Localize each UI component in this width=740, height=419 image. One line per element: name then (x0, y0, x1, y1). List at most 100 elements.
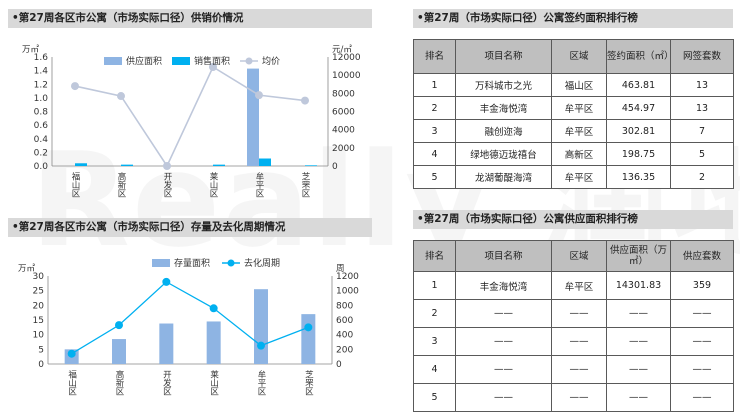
table2-cell-project: 丰金海悦湾 (455, 271, 552, 300)
line-point (67, 349, 76, 358)
table2-cell-district: —— (551, 355, 607, 384)
table1-cell-district: 牟平区 (551, 165, 607, 189)
table2-cell-district: —— (551, 327, 607, 356)
line-point (117, 92, 125, 101)
y-left-tick-label: 15 (33, 316, 44, 326)
table1-cell-units: 7 (670, 119, 734, 143)
y-right-unit: 元/㎡ (332, 45, 352, 55)
table2-col-rank: 排名 (413, 240, 456, 272)
table1-row: 5 龙湖葡醍海湾 牟平区 136.35 2 (413, 165, 734, 189)
y-right-tick-label: 0 (332, 162, 338, 172)
bar-primary (301, 314, 316, 364)
bar-primary (206, 321, 221, 364)
bar-primary (112, 339, 126, 364)
legend-label: 均价 (262, 55, 280, 67)
y-right-tick-label: 12000 (332, 53, 361, 63)
table2-cell-rank: 1 (413, 271, 456, 300)
table2-cell-rank: 2 (413, 299, 456, 328)
table2-col-area: 供应面积（万㎡） (606, 240, 671, 272)
table1-cell-project: 丰金海悦湾 (455, 96, 552, 120)
line-point (162, 277, 171, 286)
bar-secondary (305, 165, 317, 166)
table2-cell-rank: 5 (413, 383, 456, 412)
table2-col-units: 供应套数 (670, 240, 734, 272)
table1-cell-units: 2 (670, 165, 734, 189)
y-left-tick-label: 0.8 (34, 108, 49, 118)
y-right-tick-label: 8000 (332, 89, 355, 99)
y-left-tick-label: 1.4 (34, 67, 49, 77)
y-right-tick-label: 800 (336, 301, 353, 311)
table2-title: •第27周（市场实际口径）公寓供应面积排行榜 (417, 213, 638, 225)
bar-primary (254, 289, 268, 364)
x-category-label: 高新区 (116, 171, 126, 197)
y-right-tick-label: 600 (336, 316, 353, 326)
y-left-unit: 万㎡ (18, 264, 36, 274)
y-left-tick-label: 0.6 (34, 121, 49, 131)
table2-cell-area: —— (606, 299, 671, 328)
table1-row: 4 绿地德迈珑禧台 高新区 198.75 5 (413, 142, 734, 166)
table1-cell-district: 牟平区 (551, 119, 607, 143)
table2-cell-units: —— (670, 299, 734, 328)
line-point (115, 321, 123, 330)
bar-secondary (121, 164, 133, 166)
table1-col-units: 网签套数 (670, 39, 734, 74)
table1-col-district: 区域 (551, 39, 607, 74)
series-line (74, 65, 306, 168)
table2-cell-units: 359 (670, 271, 734, 300)
table1-cell-rank: 1 (413, 73, 456, 97)
line-point (209, 304, 218, 313)
line-point (163, 162, 171, 170)
line-point (209, 62, 217, 71)
supply-sales-price-chart: 0.0 0.2 0.4 0.6 0.8 1.0 1.2 1.4 1.6 0 2000 4000 6000… (22, 45, 361, 198)
table1-cell-project: 龙湖葡醍海湾 (455, 165, 552, 189)
table1-cell-area: 463.81 (606, 73, 671, 97)
bar-primary (247, 68, 259, 166)
table1-cell-area: 454.97 (606, 96, 671, 120)
table1-cell-rank: 3 (413, 119, 456, 143)
table1-cell-district: 高新区 (551, 142, 607, 166)
table1-cell-units: 5 (670, 142, 734, 166)
table2-cell-district: —— (551, 299, 607, 328)
x-category-label: 牟平区 (256, 369, 266, 395)
table1-cell-units: 13 (670, 96, 734, 120)
table1-cell-area: 136.35 (606, 165, 671, 189)
y-left-tick-label: 1.6 (34, 53, 49, 63)
line-point (257, 341, 265, 350)
line-point (71, 82, 79, 91)
table2-col-project: 项目名称 (455, 240, 552, 272)
y-right-tick-label: 1200 (336, 272, 359, 282)
chart1-header: •第27周各区市公寓（市场实际口径）供销价情况 (8, 9, 372, 28)
legend-label: 存量面积 (174, 257, 210, 269)
legend-label: 去化周期 (244, 257, 280, 269)
table2-cell-area: 14301.83 (606, 271, 671, 300)
y-right-tick-label: 6000 (332, 108, 355, 118)
x-category-label: 福山区 (67, 369, 77, 395)
table2-cell-area: —— (606, 327, 671, 356)
y-right-tick-label: 200 (336, 345, 353, 355)
table2-row: 5 —— —— —— —— (413, 383, 734, 412)
table1-cell-project: 绿地德迈珑禧台 (455, 142, 552, 166)
y-right-tick-label: 400 (336, 331, 353, 341)
y-left-tick-label: 0.2 (34, 148, 48, 158)
table1-cell-area: 302.81 (606, 119, 671, 143)
table1-col-rank: 排名 (413, 39, 456, 74)
table1-cell-district: 福山区 (551, 73, 607, 97)
x-category-label: 莱山区 (209, 369, 219, 395)
table2-cell-rank: 3 (413, 327, 456, 356)
legend-label: 供应面积 (126, 55, 162, 67)
y-right-tick-label: 0 (336, 360, 342, 370)
table1-cell-district: 牟平区 (551, 96, 607, 120)
y-left-tick-label: 0.4 (34, 135, 49, 145)
y-right-tick-label: 10000 (332, 71, 361, 81)
table1-header-row: 排名 项目名称 区域 签约面积（㎡） 网签套数 (413, 39, 734, 74)
table1-cell-project: 万科城市之光 (455, 73, 552, 97)
y-left-tick-label: 0 (38, 360, 44, 370)
table1-cell-rank: 4 (413, 142, 456, 166)
table1-header: •第27周（市场实际口径）公寓签约面积排行榜 (413, 9, 733, 28)
y-left-tick-label: 1.2 (34, 80, 48, 90)
bar-primary (159, 323, 174, 364)
chart2-title: •第27周各区市公寓（市场实际口径）存量及去化周期情况 (12, 221, 286, 233)
table1-row: 1 万科城市之光 福山区 463.81 13 (413, 73, 734, 97)
table2-header-row: 排名 项目名称 区域 供应面积（万㎡） 供应套数 (413, 240, 734, 272)
